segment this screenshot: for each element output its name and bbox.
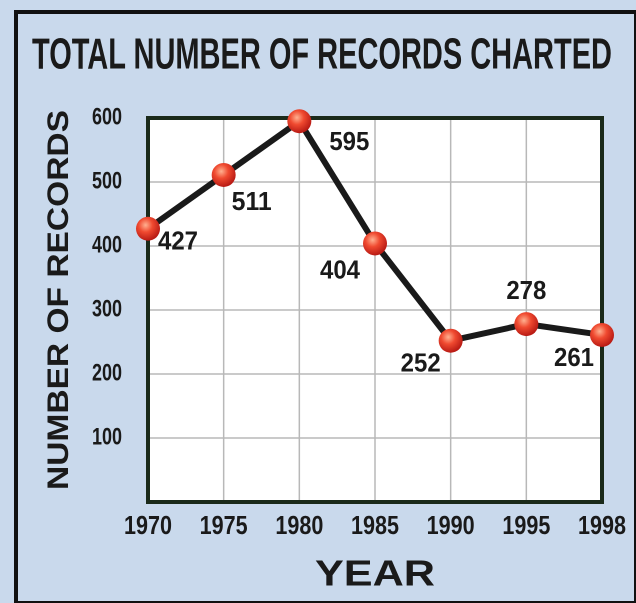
x-tick-label: 1990: [427, 510, 475, 540]
marker: [287, 109, 312, 134]
y-tick-label: 200: [92, 359, 122, 386]
marker: [211, 162, 236, 187]
plot-border: [146, 116, 604, 504]
marker: [136, 216, 160, 241]
y-axis-label: NUMBER OF RECORDS: [42, 110, 75, 490]
x-tick-label: 1995: [502, 510, 550, 540]
marker: [438, 328, 463, 353]
data-label: 278: [506, 275, 546, 305]
x-tick-label: 1985: [351, 510, 399, 540]
chart-title: TOTAL NUMBER OF RECORDS CHARTED: [32, 30, 612, 79]
y-tick-label: 500: [92, 167, 122, 194]
marker: [514, 312, 539, 337]
y-tick-label: 300: [92, 295, 122, 322]
data-label: 511: [232, 186, 272, 216]
data-label: 595: [329, 126, 369, 156]
x-tick-label: 1975: [200, 510, 248, 540]
data-label: 404: [320, 254, 360, 284]
marker: [590, 322, 614, 347]
y-tick-label: 600: [92, 103, 122, 130]
x-tick-label: 1970: [124, 510, 172, 540]
data-label: 261: [554, 342, 594, 372]
data-label: 252: [401, 348, 441, 378]
y-tick-label: 400: [92, 231, 122, 258]
frame: [14, 10, 636, 603]
y-tick-label: 100: [92, 423, 122, 450]
x-axis-label: YEAR: [315, 553, 435, 594]
data-label: 427: [158, 226, 198, 256]
x-tick-label: 1980: [275, 510, 323, 540]
x-tick-label: 1998: [578, 510, 626, 540]
marker: [363, 231, 387, 256]
